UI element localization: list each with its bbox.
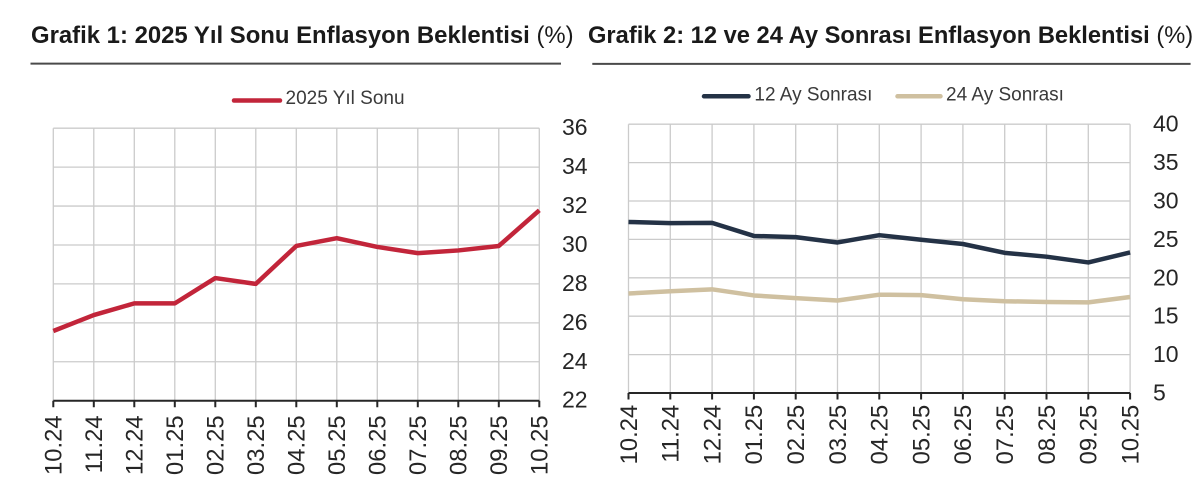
svg-text:01.25: 01.25	[162, 415, 189, 475]
svg-text:08.25: 08.25	[1034, 405, 1061, 465]
svg-text:01.25: 01.25	[741, 405, 768, 465]
svg-text:28: 28	[562, 270, 588, 296]
svg-text:20: 20	[1153, 264, 1179, 290]
svg-text:06.25: 06.25	[365, 415, 392, 475]
svg-text:10.25: 10.25	[527, 415, 554, 475]
svg-text:04.25: 04.25	[867, 405, 894, 465]
svg-text:5: 5	[1153, 380, 1166, 406]
svg-text:36: 36	[562, 114, 588, 140]
svg-text:07.25: 07.25	[992, 405, 1019, 465]
svg-text:02.25: 02.25	[203, 415, 230, 475]
svg-text:32: 32	[562, 192, 588, 218]
svg-text:34: 34	[562, 153, 588, 179]
svg-text:40: 40	[1153, 111, 1179, 137]
svg-text:24: 24	[562, 348, 588, 374]
svg-text:05.25: 05.25	[324, 415, 351, 475]
svg-text:12 Ay Sonrası: 12 Ay Sonrası	[754, 85, 872, 106]
svg-text:24 Ay Sonrası: 24 Ay Sonrası	[946, 85, 1064, 106]
svg-text:Grafik 1: 2025 Yıl Sonu Enflas: Grafik 1: 2025 Yıl Sonu Enflasyon Beklen…	[31, 22, 574, 49]
svg-text:2025 Yıl Sonu: 2025 Yıl Sonu	[286, 88, 405, 109]
svg-text:03.25: 03.25	[243, 415, 270, 475]
svg-text:12.24: 12.24	[699, 405, 726, 465]
svg-text:11.24: 11.24	[81, 415, 108, 473]
svg-text:15: 15	[1153, 303, 1179, 329]
svg-text:Grafik 2: 12 ve 24 Ay Sonrası: Grafik 2: 12 ve 24 Ay Sonrası Enflasyon …	[588, 23, 1193, 49]
svg-text:08.25: 08.25	[446, 415, 473, 475]
svg-text:30: 30	[1153, 188, 1179, 214]
svg-text:05.25: 05.25	[908, 405, 935, 465]
svg-text:09.25: 09.25	[486, 415, 513, 475]
svg-text:02.25: 02.25	[783, 405, 810, 465]
svg-text:26: 26	[562, 309, 588, 335]
svg-text:10.25: 10.25	[1117, 405, 1144, 465]
svg-text:09.25: 09.25	[1076, 405, 1103, 465]
svg-text:04.25: 04.25	[284, 415, 311, 475]
svg-text:25: 25	[1153, 226, 1179, 252]
svg-text:10: 10	[1153, 341, 1179, 367]
svg-text:22: 22	[562, 387, 588, 413]
svg-text:11.24: 11.24	[658, 405, 685, 463]
svg-text:35: 35	[1153, 149, 1179, 175]
svg-text:06.25: 06.25	[950, 405, 977, 465]
svg-text:10.24: 10.24	[41, 415, 68, 475]
svg-text:10.24: 10.24	[616, 405, 643, 465]
svg-text:03.25: 03.25	[825, 405, 852, 465]
svg-text:07.25: 07.25	[405, 415, 432, 475]
svg-text:12.24: 12.24	[122, 415, 149, 475]
svg-text:30: 30	[562, 231, 588, 257]
